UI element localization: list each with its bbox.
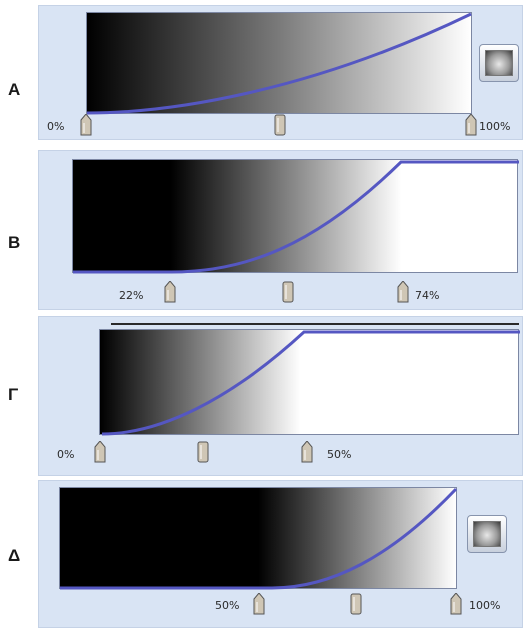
panel-a-right-handle-icon[interactable] bbox=[465, 114, 477, 136]
panel-g-mid-handle-icon[interactable] bbox=[197, 441, 209, 463]
panel-a-left-label: 0% bbox=[47, 120, 65, 133]
panel-a-right-label: 100% bbox=[479, 120, 511, 133]
panel-d-right-label: 100% bbox=[469, 599, 501, 612]
panel-a-left-handle-icon[interactable] bbox=[80, 114, 92, 136]
panel-a-letter: A bbox=[8, 80, 21, 99]
panel-b-right-handle-icon[interactable] bbox=[397, 281, 409, 303]
panel-g-letter: Γ bbox=[8, 385, 19, 404]
panel-d-right-handle-icon[interactable] bbox=[450, 593, 462, 615]
panel-b-curve bbox=[73, 160, 519, 274]
panel-g-top-rule bbox=[111, 323, 519, 325]
panel-d-left-handle-icon[interactable] bbox=[253, 593, 265, 615]
panel-a-preview-button[interactable] bbox=[479, 44, 519, 82]
panel-a-graph[interactable] bbox=[86, 12, 472, 115]
panel-d: 50% 100% bbox=[38, 480, 523, 628]
panel-b-left-handle-icon[interactable] bbox=[164, 281, 176, 303]
panel-b-left-label: 22% bbox=[119, 289, 144, 302]
panel-g-right-handle-icon[interactable] bbox=[301, 441, 313, 463]
panel-g-right-label: 50% bbox=[327, 448, 352, 461]
panel-a-mid-handle-icon[interactable] bbox=[274, 114, 286, 136]
panel-b-graph[interactable] bbox=[72, 159, 519, 274]
panel-b-right-label: 74% bbox=[415, 289, 440, 302]
panel-b-letter: B bbox=[8, 233, 21, 252]
panel-g-graph[interactable] bbox=[99, 329, 520, 436]
xray-thumbnail-icon bbox=[473, 521, 501, 547]
xray-thumbnail-icon bbox=[485, 50, 513, 76]
panel-d-preview-button[interactable] bbox=[467, 515, 507, 553]
panel-g-left-handle-icon[interactable] bbox=[94, 441, 106, 463]
panel-g: 0% 50% bbox=[38, 316, 523, 476]
panel-d-left-label: 50% bbox=[215, 599, 240, 612]
panel-g-left-label: 0% bbox=[57, 448, 75, 461]
panel-d-curve bbox=[60, 487, 458, 590]
panel-d-letter: Δ bbox=[8, 546, 21, 565]
panel-b-mid-handle-icon[interactable] bbox=[282, 281, 294, 303]
panel-a-curve bbox=[86, 12, 472, 115]
panel-b: 22% 74% bbox=[38, 150, 523, 310]
panel-g-curve bbox=[101, 330, 520, 436]
panel-a: 0% 100% bbox=[38, 5, 523, 140]
panel-d-graph[interactable] bbox=[59, 487, 458, 590]
panel-d-mid-handle-icon[interactable] bbox=[350, 593, 362, 615]
